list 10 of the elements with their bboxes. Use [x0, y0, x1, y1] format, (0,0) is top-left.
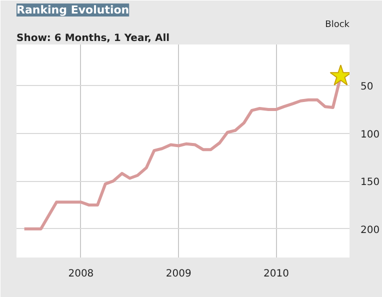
y-tick-label: 50 — [360, 82, 374, 93]
x-tick-label: 2009 — [166, 268, 192, 280]
chart-title: Ranking Evolution — [16, 4, 130, 16]
y-tick-label: 100 — [360, 129, 380, 140]
text: Block — [325, 20, 350, 30]
y-tick-label: 200 — [360, 224, 380, 236]
text: Show: 6 Months, 1 Year, All — [16, 33, 170, 44]
x-tick-label: 2008 — [68, 268, 94, 280]
x-tick-label: 2010 — [264, 268, 289, 280]
y-tick-label: 150 — [360, 177, 380, 188]
